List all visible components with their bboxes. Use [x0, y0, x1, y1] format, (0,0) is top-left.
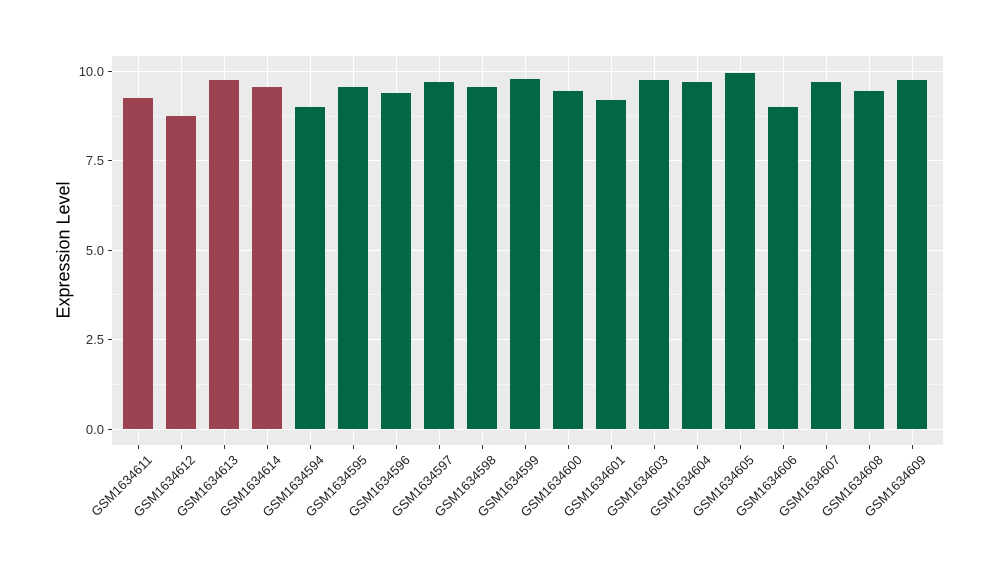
- bar-GSM1634606: [768, 107, 799, 429]
- x-tick-mark: [482, 445, 484, 449]
- y-tick-mark: [108, 339, 112, 341]
- y-tick-label-0.0: 0.0: [85, 421, 104, 437]
- bar-GSM1634605: [725, 73, 756, 429]
- x-tick-mark: [310, 445, 312, 449]
- bar-GSM1634599: [510, 78, 541, 429]
- bar-GSM1634612: [166, 116, 197, 429]
- y-tick-mark: [108, 160, 112, 162]
- bar-GSM1634608: [854, 91, 885, 429]
- y-tick-label-5.0: 5.0: [85, 242, 104, 258]
- y-tick-mark: [108, 249, 112, 251]
- x-tick-mark: [439, 445, 441, 449]
- x-tick-mark: [138, 445, 140, 449]
- x-tick-mark: [783, 445, 785, 449]
- x-tick-mark: [396, 445, 398, 449]
- y-tick-mark: [108, 70, 112, 72]
- x-tick-mark: [267, 445, 269, 449]
- x-tick-mark: [611, 445, 613, 449]
- y-tick-mark: [108, 428, 112, 430]
- x-tick-mark: [224, 445, 226, 449]
- x-tick-mark: [869, 445, 871, 449]
- y-tick-label-10.0: 10.0: [78, 63, 104, 79]
- bar-GSM1634601: [596, 100, 627, 429]
- bar-GSM1634594: [295, 107, 326, 429]
- bar-GSM1634609: [897, 80, 928, 429]
- bar-GSM1634595: [338, 87, 369, 429]
- bar-GSM1634611: [123, 98, 154, 429]
- bar-GSM1634607: [811, 82, 842, 429]
- gridline-major-y: [112, 428, 943, 430]
- gridline-major-y: [112, 70, 943, 72]
- x-tick-mark: [826, 445, 828, 449]
- x-tick-mark: [525, 445, 527, 449]
- bar-GSM1634603: [639, 80, 670, 429]
- x-tick-mark: [697, 445, 699, 449]
- y-tick-label-2.5: 2.5: [85, 332, 104, 348]
- bar-GSM1634614: [252, 87, 283, 429]
- x-tick-mark: [353, 445, 355, 449]
- x-tick-mark: [740, 445, 742, 449]
- x-tick-mark: [568, 445, 570, 449]
- y-tick-label-7.5: 7.5: [85, 153, 104, 169]
- bar-GSM1634598: [467, 87, 498, 429]
- x-tick-mark: [181, 445, 183, 449]
- bar-GSM1634600: [553, 91, 584, 429]
- x-tick-mark: [912, 445, 914, 449]
- bar-GSM1634596: [381, 92, 412, 429]
- y-axis-title: Expression Level: [53, 181, 74, 319]
- bar-GSM1634597: [424, 82, 455, 429]
- x-tick-mark: [654, 445, 656, 449]
- bar-GSM1634604: [682, 82, 713, 429]
- bar-GSM1634613: [209, 80, 240, 429]
- plot-panel: [112, 56, 943, 445]
